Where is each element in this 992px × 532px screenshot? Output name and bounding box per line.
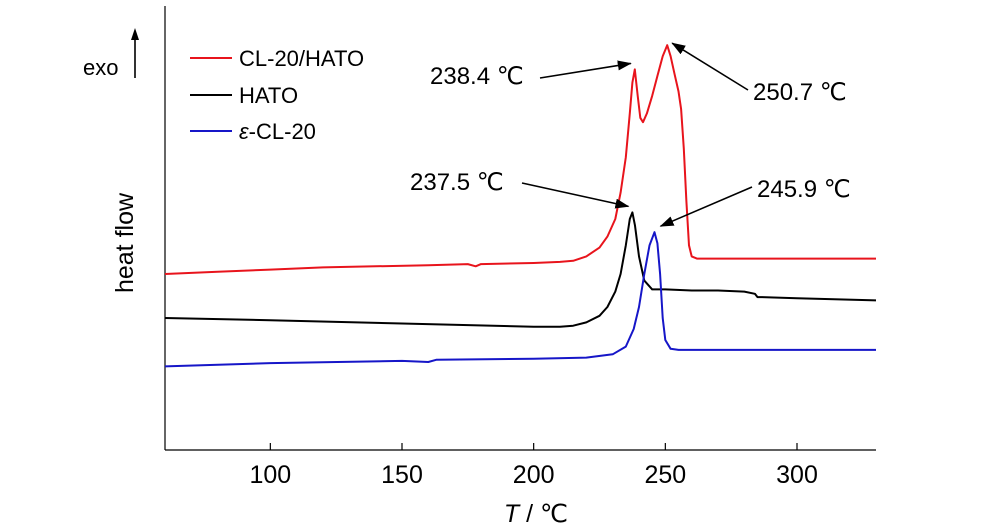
series-line-0	[164, 44, 876, 275]
x-tick-label: 300	[776, 461, 818, 489]
peak-arrow-1	[671, 42, 749, 91]
series-line-1	[164, 211, 877, 328]
peak-label-0: 238.4 ℃	[430, 63, 524, 90]
peak-arrow-2	[521, 182, 630, 209]
y-axis-label: heat flow	[111, 192, 139, 293]
x-axis-symbol: T	[504, 500, 521, 528]
exo-label: exo	[83, 55, 118, 80]
x-axis-label: T / ℃	[504, 500, 568, 528]
legend-label-e-cl20-prefix: ε	[239, 119, 249, 144]
legend-label-e-cl20: ε-CL-20	[239, 119, 316, 144]
series-line-2	[164, 231, 876, 368]
x-tick-label: 200	[513, 461, 555, 489]
peak-label-3: 245.9 ℃	[757, 176, 851, 203]
peak-arrow-0	[539, 60, 632, 79]
peak-label-1: 250.7 ℃	[753, 79, 847, 106]
exo-arrow-icon	[131, 28, 139, 78]
legend-label-e-cl20-text: -CL-20	[249, 119, 316, 144]
series-layer	[164, 44, 877, 368]
x-ticks: 100 150 200 250 300	[249, 443, 818, 489]
x-axis-unit: / ℃	[519, 500, 568, 528]
legend-label-hato: HATO	[239, 83, 298, 108]
x-tick-label: 150	[381, 461, 423, 489]
x-tick-label: 100	[249, 461, 291, 489]
x-tick-label: 250	[644, 461, 686, 489]
annotations: 238.4 ℃ 250.7 ℃ 237.5 ℃ 245.9 ℃	[410, 42, 851, 227]
peak-arrow-3	[659, 186, 753, 227]
legend-label-cl20-hato: CL-20/HATO	[239, 46, 364, 71]
legend: CL-20/HATO HATO ε-CL-20	[190, 46, 364, 144]
peak-label-2: 237.5 ℃	[410, 169, 504, 196]
